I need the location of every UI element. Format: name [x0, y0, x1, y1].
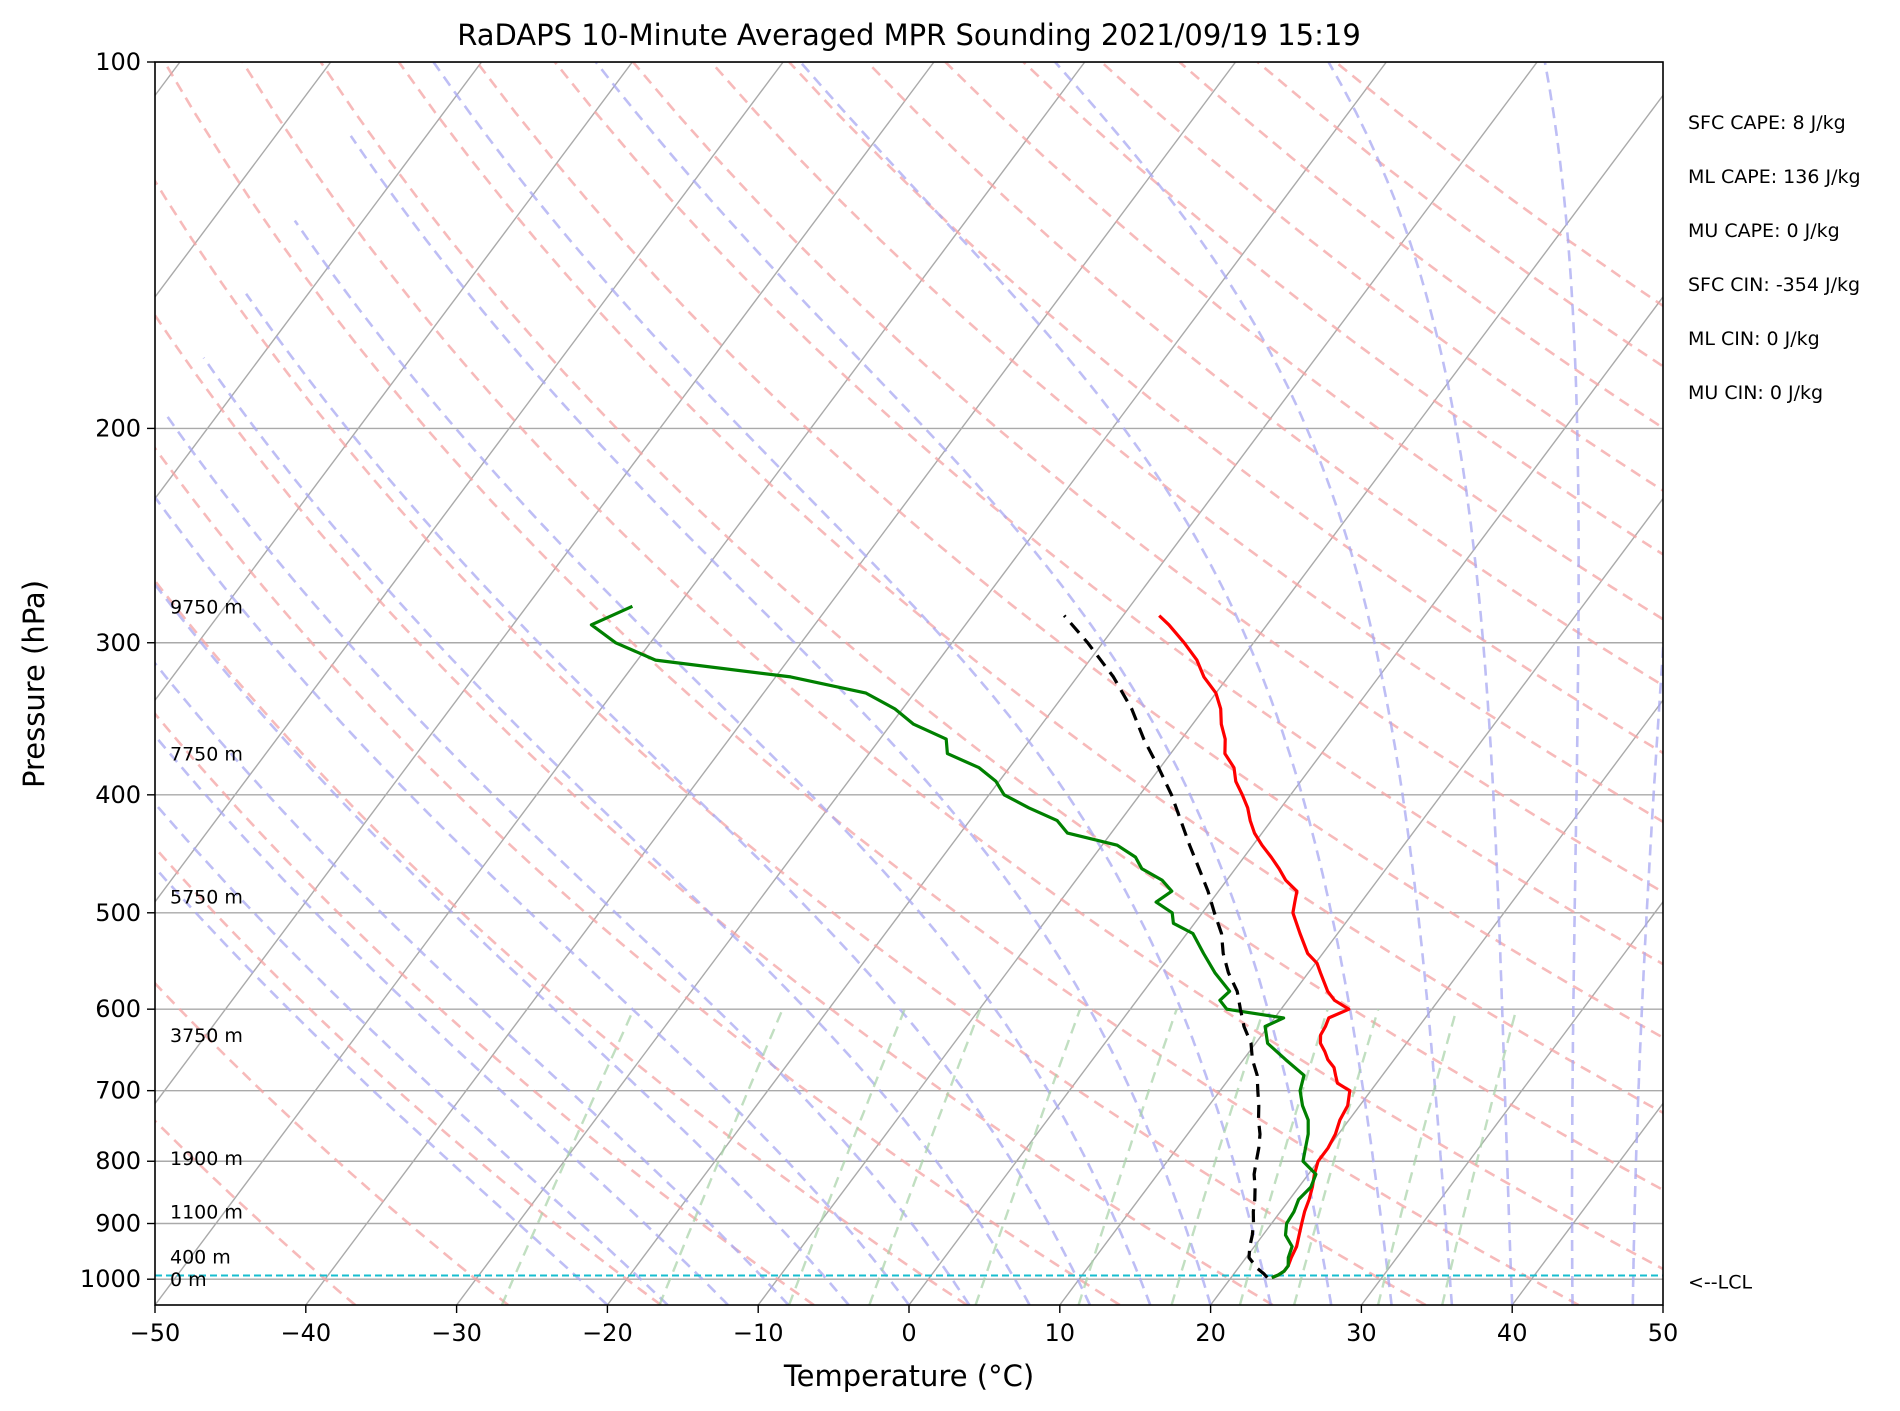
y-tick-label: 500 — [95, 899, 141, 927]
x-tick-label: 40 — [1497, 1319, 1528, 1347]
stat-line: SFC CAPE: 8 J/kg — [1688, 112, 1846, 134]
height-label: 9750 m — [170, 596, 243, 618]
height-label: 7750 m — [170, 744, 243, 766]
x-tick-label: 0 — [901, 1319, 916, 1347]
y-tick-label: 600 — [95, 995, 141, 1023]
y-tick-label: 800 — [95, 1147, 141, 1175]
y-tick-label: 300 — [95, 629, 141, 657]
x-axis-label: Temperature (°C) — [783, 1359, 1034, 1393]
height-label: 3750 m — [170, 1025, 243, 1047]
x-tick-label: −40 — [280, 1319, 331, 1347]
height-label: 0 m — [170, 1269, 207, 1291]
height-label: 5750 m — [170, 887, 243, 909]
height-label: 400 m — [170, 1247, 231, 1269]
height-label: 1100 m — [170, 1202, 243, 1224]
x-tick-label: 30 — [1346, 1319, 1377, 1347]
stat-line: SFC CIN: -354 J/kg — [1688, 274, 1860, 296]
x-tick-label: 50 — [1648, 1319, 1679, 1347]
y-tick-label: 700 — [95, 1077, 141, 1105]
x-tick-label: 10 — [1045, 1319, 1076, 1347]
stat-line: MU CIN: 0 J/kg — [1688, 382, 1823, 404]
x-tick-label: −10 — [733, 1319, 784, 1347]
y-tick-label: 200 — [95, 414, 141, 442]
chart-title: RaDAPS 10-Minute Averaged MPR Sounding 2… — [457, 18, 1361, 52]
height-label: 1900 m — [170, 1148, 243, 1170]
x-tick-label: −20 — [582, 1319, 633, 1347]
stat-line: MU CAPE: 0 J/kg — [1688, 220, 1840, 242]
y-tick-label: 1000 — [80, 1265, 141, 1293]
x-tick-label: −30 — [431, 1319, 482, 1347]
lcl-label: <--LCL — [1688, 1271, 1752, 1293]
x-tick-label: 20 — [1195, 1319, 1226, 1347]
stat-line: ML CIN: 0 J/kg — [1688, 328, 1820, 350]
y-tick-label: 100 — [95, 48, 141, 76]
y-tick-label: 900 — [95, 1210, 141, 1238]
y-tick-label: 400 — [95, 781, 141, 809]
y-axis-label: Pressure (hPa) — [17, 580, 51, 788]
x-tick-label: −50 — [130, 1319, 181, 1347]
stat-line: ML CAPE: 136 J/kg — [1688, 166, 1861, 188]
